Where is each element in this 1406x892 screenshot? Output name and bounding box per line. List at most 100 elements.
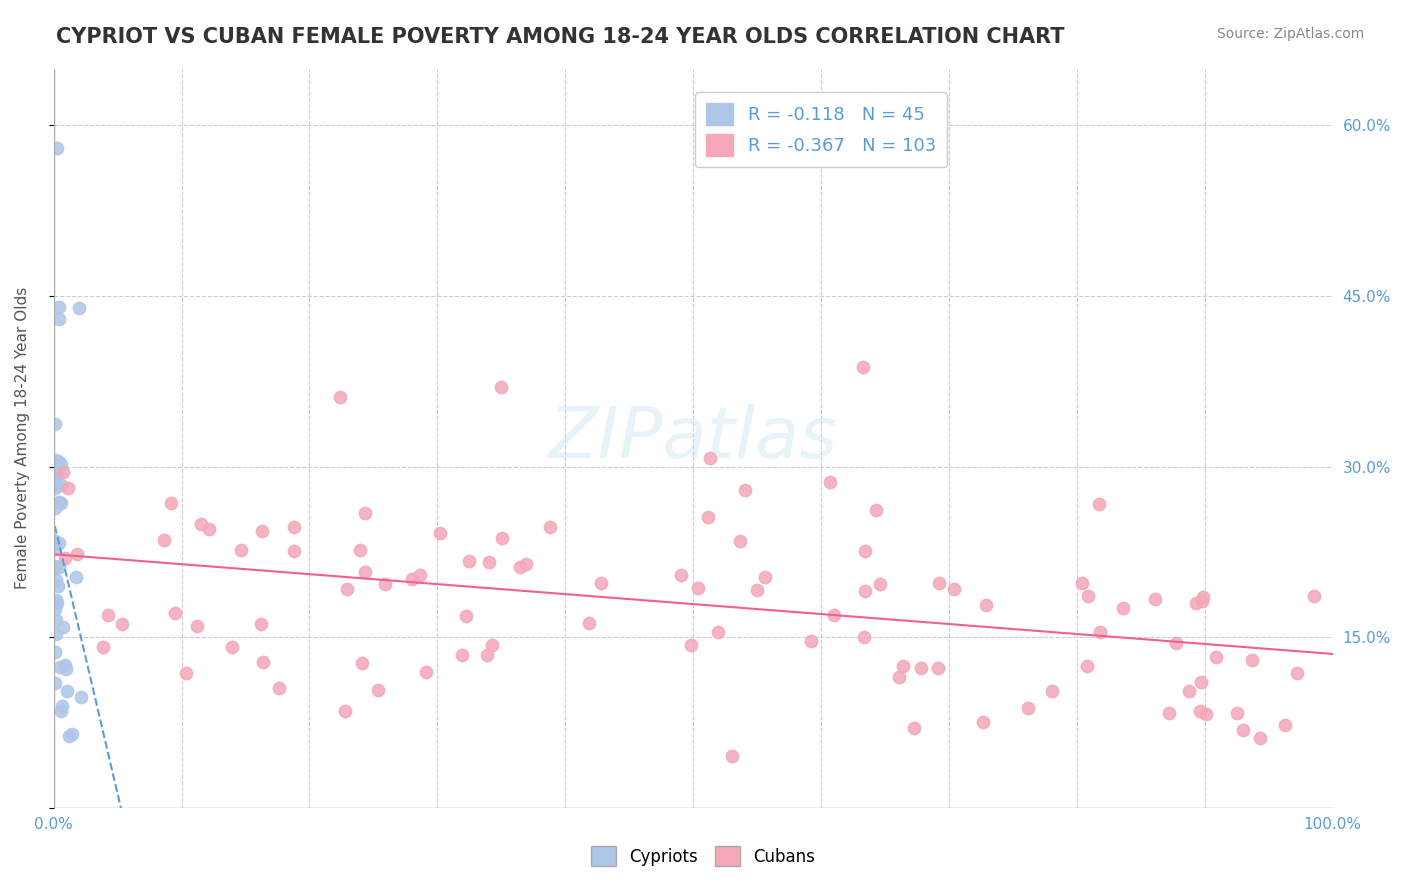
Cubans (1189, 704, 1212, 718)
Cubans (1157, 706, 1180, 720)
Cubans (820, 475, 842, 489)
Cubans (974, 599, 997, 613)
Cubans (481, 638, 503, 652)
Cubans (538, 520, 561, 534)
Cubans (853, 631, 876, 645)
Cubans (745, 582, 768, 597)
Cypriots (48, 311, 70, 326)
Cypriots (51, 699, 73, 714)
Cubans (160, 496, 183, 510)
Cypriots (46, 141, 69, 155)
Cubans (163, 607, 186, 621)
Cubans (451, 648, 474, 662)
Cubans (1143, 591, 1166, 606)
Cubans (1076, 659, 1098, 673)
Cypriots (55, 662, 77, 676)
Cubans (1226, 706, 1249, 720)
Cubans (1274, 717, 1296, 731)
Cubans (728, 534, 751, 549)
Cubans (174, 665, 197, 680)
Cypriots (45, 475, 67, 490)
Cubans (336, 582, 359, 596)
Cypriots (60, 727, 83, 741)
Cypriots (44, 481, 66, 495)
Cubans (686, 582, 709, 596)
Cubans (697, 509, 720, 524)
Cypriots (49, 704, 72, 718)
Cubans (52, 465, 75, 479)
Cubans (903, 721, 925, 735)
Cypriots (45, 613, 67, 627)
Cubans (853, 543, 876, 558)
Cypriots (48, 301, 70, 315)
Cubans (1195, 706, 1218, 721)
Cypriots (46, 596, 69, 610)
Cubans (1303, 589, 1326, 603)
Cubans (491, 380, 513, 394)
Text: CYPRIOT VS CUBAN FEMALE POVERTY AMONG 18-24 YEAR OLDS CORRELATION CHART: CYPRIOT VS CUBAN FEMALE POVERTY AMONG 18… (56, 27, 1064, 46)
Cubans (491, 531, 513, 545)
Cypriots (46, 466, 69, 480)
Cubans (198, 522, 221, 536)
Cubans (374, 577, 396, 591)
Cubans (865, 503, 887, 517)
Cubans (267, 681, 290, 695)
Cypriots (49, 660, 72, 674)
Cubans (350, 656, 373, 670)
Cubans (454, 608, 477, 623)
Cubans (335, 704, 357, 718)
Cubans (1111, 601, 1133, 615)
Cubans (1232, 723, 1254, 737)
Cypriots (44, 500, 66, 515)
Cubans (1191, 675, 1213, 690)
Cubans (97, 608, 120, 623)
Cubans (515, 558, 537, 572)
Cypriots (65, 570, 87, 584)
Cubans (1071, 576, 1094, 591)
Cubans (591, 576, 613, 591)
Cubans (401, 572, 423, 586)
Cubans (66, 547, 89, 561)
Cypriots (44, 473, 66, 487)
Cubans (869, 577, 891, 591)
Cubans (1088, 497, 1111, 511)
Cubans (509, 559, 531, 574)
Cypriots (45, 573, 67, 587)
Cubans (669, 568, 692, 582)
Cubans (409, 568, 432, 582)
Cypriots (69, 690, 91, 705)
Cubans (799, 634, 821, 648)
Cypriots (44, 533, 66, 548)
Cubans (354, 506, 377, 520)
Cypriots (55, 658, 77, 673)
Cypriots (49, 496, 72, 510)
Cubans (1249, 731, 1271, 745)
Cubans (283, 543, 305, 558)
Legend: R = -0.118   N = 45, R = -0.367   N = 103: R = -0.118 N = 45, R = -0.367 N = 103 (696, 93, 946, 167)
Cubans (252, 655, 274, 669)
Cubans (349, 542, 371, 557)
Cypriots (44, 645, 66, 659)
Cubans (910, 661, 932, 675)
Cubans (53, 550, 76, 565)
Cubans (475, 648, 498, 662)
Cubans (250, 617, 273, 632)
Cubans (1205, 649, 1227, 664)
Cypriots (45, 593, 67, 607)
Cubans (1240, 653, 1263, 667)
Cypriots (44, 453, 66, 467)
Cubans (91, 640, 114, 654)
Cubans (578, 616, 600, 631)
Cubans (679, 638, 702, 652)
Legend: Cypriots, Cubans: Cypriots, Cubans (582, 838, 824, 875)
Cubans (891, 659, 914, 673)
Cubans (457, 554, 479, 568)
Cypriots (44, 560, 66, 574)
Cubans (928, 576, 950, 591)
Cubans (852, 359, 875, 374)
Cypriots (48, 494, 70, 508)
Cypriots (52, 620, 75, 634)
Cubans (367, 682, 389, 697)
Cubans (1040, 683, 1063, 698)
Cypriots (46, 579, 69, 593)
